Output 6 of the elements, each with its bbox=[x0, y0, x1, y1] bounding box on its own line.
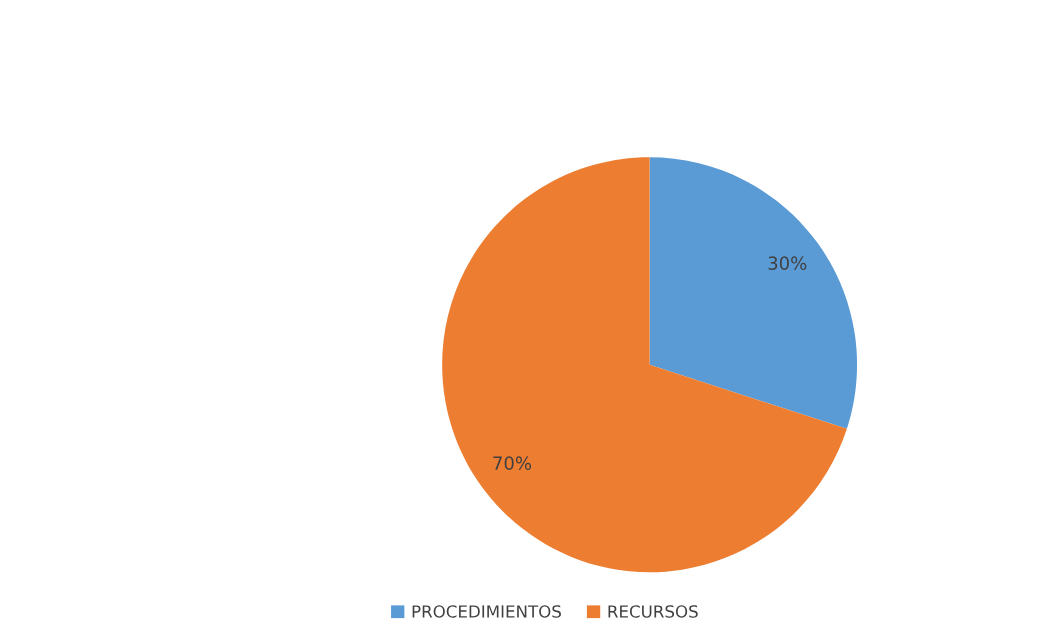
pie-slice bbox=[649, 157, 858, 429]
data-label: 70% bbox=[493, 456, 532, 470]
legend-label: PROCEDIMIENTOS bbox=[412, 605, 561, 618]
data-label: 30% bbox=[768, 256, 807, 270]
legend-label: RECURSOS bbox=[608, 605, 698, 618]
pie-slice bbox=[442, 157, 847, 573]
